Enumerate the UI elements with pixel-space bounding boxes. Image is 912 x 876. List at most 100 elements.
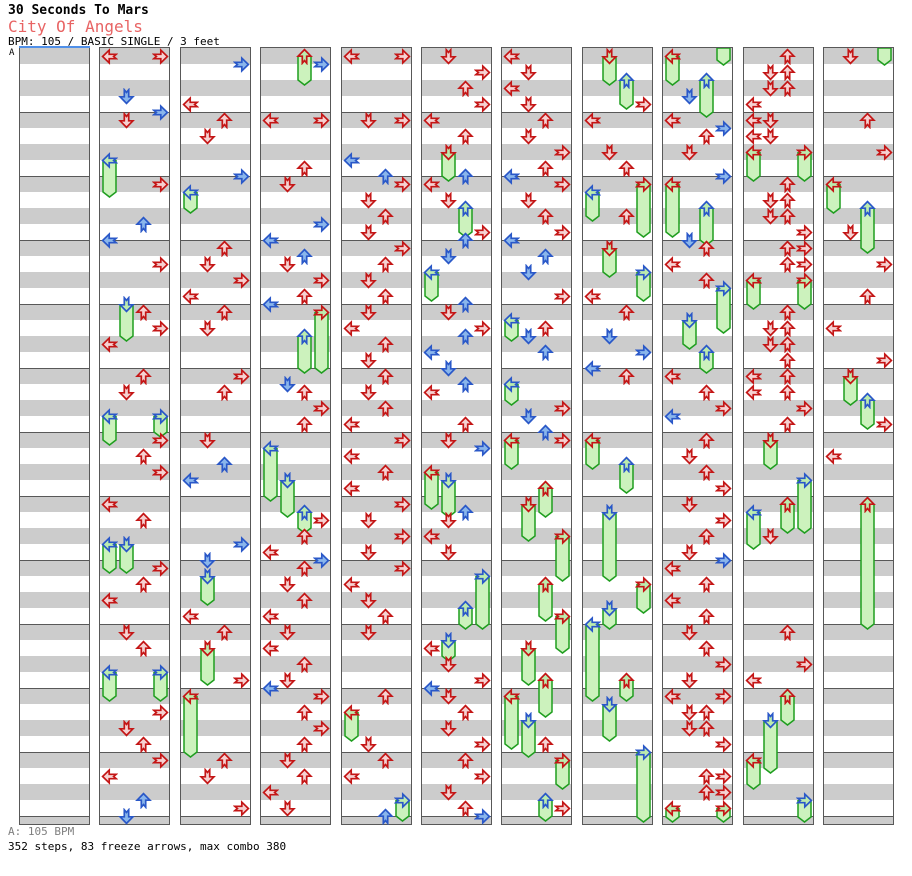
arrow-left-red-icon [664,687,682,709]
measure-line [20,112,89,113]
measure-line [181,304,250,305]
freeze-arrow-down-blue-icon [118,534,135,557]
measure-line [744,624,813,625]
arrow-left-red-icon [343,575,361,597]
chart-column [180,47,251,825]
measure-line [181,240,250,241]
freeze-arrow-down-blue-icon [199,566,216,589]
measure-line [824,496,893,497]
arrow-down-blue-icon [520,406,537,429]
measure-line [100,432,169,433]
arrow-down-red-icon [279,750,296,773]
measure-line [744,240,813,241]
chart-column [19,46,90,825]
arrow-left-red-icon [745,111,763,133]
arrow-down-red-icon [762,62,779,85]
freeze-arrow-down-red-icon [199,638,216,661]
arrow-down-red-icon [279,798,296,821]
measure-line [261,624,330,625]
measure-line [342,624,411,625]
measure-line [744,176,813,177]
arrow-right-red-icon [795,655,813,677]
measure-line [261,496,330,497]
freeze-arrow-up-red-icon [537,671,554,693]
freeze-arrow-up-blue-icon [296,503,313,525]
freeze-arrow-up-blue-icon [859,391,876,413]
measure-line [181,496,250,497]
arrow-up-red-icon [698,271,715,293]
arrow-right-red-icon [393,495,411,517]
measure-line [824,368,893,369]
arrow-up-red-icon [377,607,394,629]
measure-line [342,240,411,241]
freeze-arrow-left-blue-icon [101,407,119,429]
arrow-right-blue-icon [312,215,330,237]
song-title: City Of Angels [8,17,143,36]
measure-line [824,432,893,433]
measure-line [502,752,571,753]
arrow-left-red-icon [664,367,682,389]
arrow-down-red-icon [360,302,377,325]
measure-line [181,368,250,369]
measure-line [824,176,893,177]
arrow-down-red-icon [360,110,377,133]
arrow-up-red-icon [135,447,152,469]
measure-line [824,304,893,305]
arrow-up-red-icon [698,431,715,453]
measure-line [824,624,893,625]
arrow-down-blue-icon [601,326,618,349]
arrow-right-blue-icon [232,535,250,557]
measure-line [663,560,732,561]
arrow-right-red-icon [232,367,250,389]
arrow-left-blue-icon [343,151,361,173]
arrow-up-red-icon [779,255,796,277]
arrow-right-red-icon [553,175,571,197]
arrow-up-red-icon [537,207,554,229]
arrow-left-red-icon [262,111,280,133]
arrow-up-red-icon [779,351,796,373]
arrow-right-red-icon [393,239,411,261]
measure-line [744,368,813,369]
arrow-down-red-icon [681,542,698,565]
arrow-left-red-icon [101,591,119,613]
freeze-arrow-up-blue-icon [457,199,474,221]
measure-line [342,432,411,433]
arrow-right-red-icon [151,751,169,773]
freeze-arrow-left-blue-icon [503,375,521,397]
freeze-arrow-left-red-icon [503,687,521,709]
arrow-up-red-icon [377,751,394,773]
measure-line [663,752,732,753]
measure-line [744,496,813,497]
arrow-right-red-icon [795,223,813,245]
arrow-up-red-icon [779,207,796,229]
arrow-down-red-icon [440,782,457,805]
measure-line [744,560,813,561]
arrow-up-blue-icon [537,343,554,365]
chart-column [501,47,572,825]
freeze-tail-continuation [877,47,892,70]
arrow-right-red-icon [875,143,893,165]
measure-line [422,304,491,305]
arrow-up-red-icon [296,655,313,677]
measure-line [583,432,652,433]
measure-line [663,688,732,689]
measure-line [583,368,652,369]
arrow-right-red-icon [232,671,250,693]
freeze-arrow-up-red-icon [537,479,554,501]
freeze-arrow-down-red-icon [520,638,537,661]
arrow-up-red-icon [216,751,233,773]
measure-line [583,624,652,625]
freeze-arrow-left-blue-icon [101,663,119,685]
arrow-down-red-icon [279,574,296,597]
freeze-arrow-up-blue-icon [296,327,313,349]
arrow-down-red-icon [360,350,377,373]
freeze-arrow-left-red-icon [584,431,602,453]
arrow-left-red-icon [423,527,441,549]
arrow-down-red-icon [762,126,779,149]
measure-line [824,816,893,817]
measure-line [181,752,250,753]
measure-line [422,752,491,753]
chart-column [341,47,412,826]
chart-column [662,47,733,825]
freeze-arrow-left-blue-icon [101,535,119,557]
